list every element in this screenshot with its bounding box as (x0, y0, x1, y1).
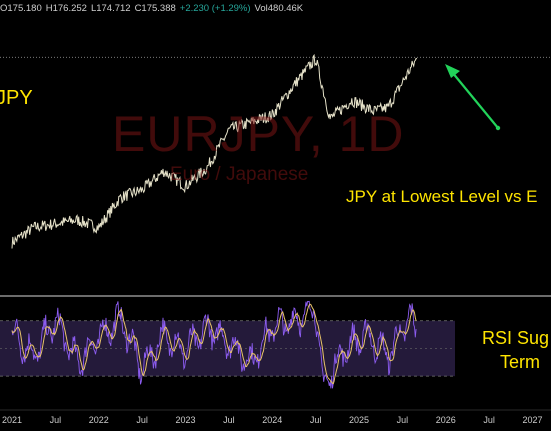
ohlc-close: C175.388 (134, 3, 176, 14)
x-tick-label: 2027 (523, 415, 543, 425)
symbol-watermark-subtitle: Euro / Japanese (170, 164, 309, 185)
x-tick-label: 2021 (2, 415, 22, 425)
arrow-tail-dot (495, 125, 501, 131)
x-tick-label: Jul (136, 415, 148, 425)
x-tick-label: Jul (397, 415, 409, 425)
rsi-signal-line (11, 303, 417, 385)
rsi-series-line (11, 300, 417, 389)
ohlc-high: H176.252 (45, 3, 87, 14)
x-tick-label: Jul (483, 415, 495, 425)
arrow-head (445, 64, 460, 78)
x-tick-label: 2025 (349, 415, 369, 425)
annotation-main-callout: JPY at Lowest Level vs E (346, 187, 538, 206)
x-tick-label: 2022 (89, 415, 109, 425)
x-tick-label: 2024 (262, 415, 282, 425)
ohlc-open: O175.180 (0, 3, 42, 14)
x-tick-label: Jul (50, 415, 62, 425)
x-tick-label: 2026 (436, 415, 456, 425)
ohlc-change: +2.230 (+1.29%) (179, 3, 251, 14)
arrow-shaft (451, 71, 499, 129)
annotation-rsi-line1: RSI Sug (482, 328, 550, 348)
ohlc-low: L174.712 (90, 3, 131, 14)
x-tick-label: Jul (310, 415, 322, 425)
annotation-left-label: JPY (0, 87, 33, 109)
ohlc-volume: Vol480.46K (254, 3, 304, 14)
x-tick-label: 2023 (176, 415, 196, 425)
annotation-rsi-line2: Term (500, 352, 540, 372)
symbol-watermark: EURJPY, 1D (112, 106, 405, 162)
ohlc-readout: O175.180 H176.252 L174.712 C175.388 +2.230 (… (0, 3, 307, 14)
x-tick-label: Jul (223, 415, 235, 425)
price-series-line (11, 53, 418, 249)
